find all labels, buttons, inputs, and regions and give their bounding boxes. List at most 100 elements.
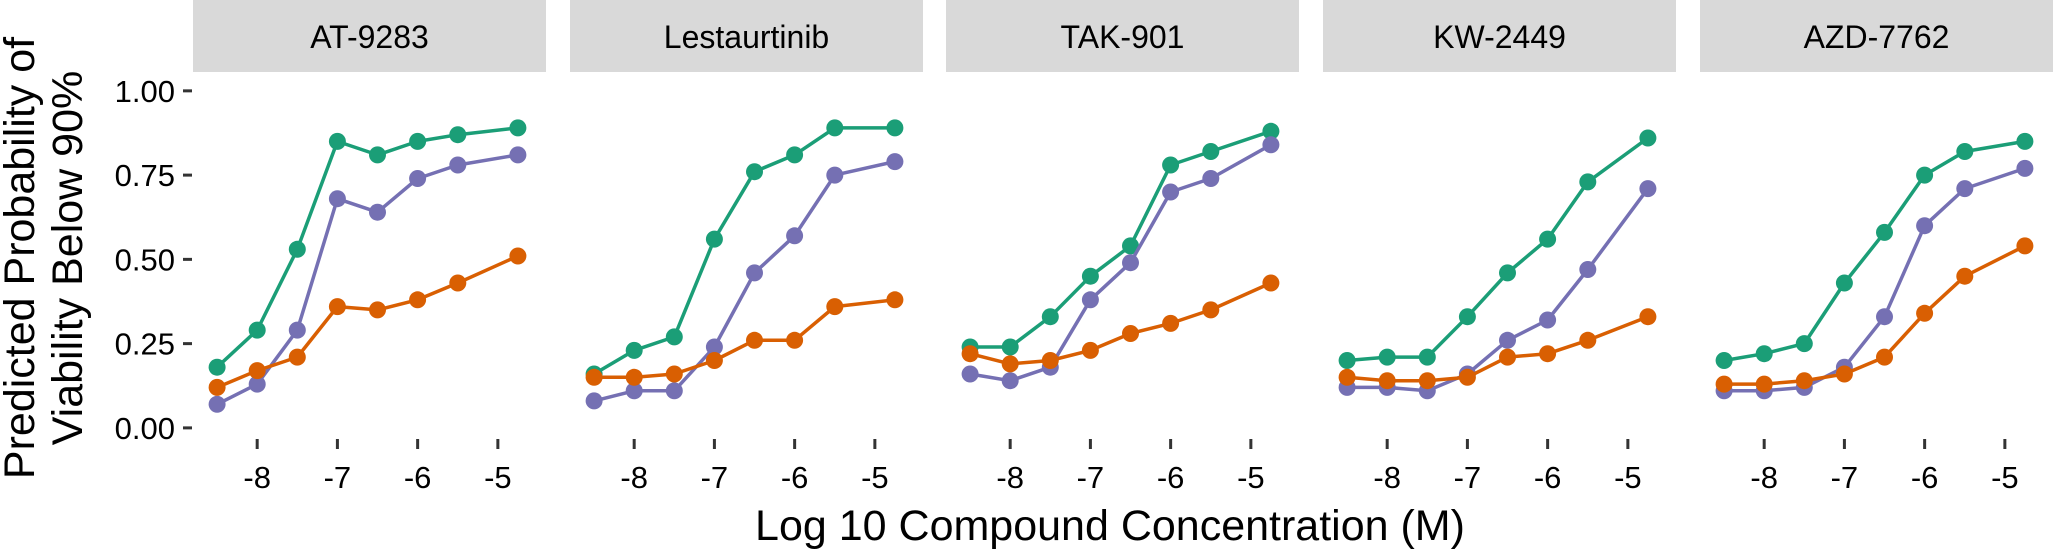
x-tick-label: -7 [1454, 460, 1482, 495]
data-point [1001, 338, 1019, 356]
data-point [746, 163, 763, 181]
x-tick-label: -7 [701, 460, 729, 495]
data-point [449, 156, 467, 174]
data-point [1499, 331, 1516, 349]
data-point [1715, 352, 1733, 369]
data-point [1916, 166, 1934, 184]
data-point [1458, 368, 1476, 386]
facet-panel: TAK-901 -8 -7 -6 -5 [946, 0, 1299, 495]
data-point [288, 348, 306, 366]
data-point [409, 291, 427, 309]
data-point [665, 382, 683, 400]
data-point [208, 358, 226, 376]
data-point [826, 119, 844, 137]
data-point [1579, 261, 1597, 278]
data-point [786, 146, 804, 164]
data-point [248, 375, 266, 393]
data-point [409, 132, 427, 150]
data-point [1418, 348, 1436, 366]
data-point [585, 368, 603, 386]
data-point [1755, 375, 1773, 393]
data-point [1639, 129, 1657, 147]
data-point [1876, 308, 1893, 326]
data-point [1579, 331, 1597, 349]
y-tick-label: 0.75 [115, 158, 175, 193]
x-axis-title: Log 10 Compound Concentration (M) [755, 502, 1465, 550]
y-axis-title-line-2: Viability Below 90% [44, 71, 92, 445]
x-tick-label: -5 [861, 460, 889, 495]
data-point [1499, 348, 1516, 366]
data-point [585, 392, 603, 410]
facet-panel: KW-2449 -8 -7 -6 -5 [1323, 0, 1676, 495]
data-point [886, 153, 904, 171]
data-point [826, 166, 844, 184]
x-tick-label: -6 [781, 460, 809, 495]
data-point [1262, 274, 1280, 292]
data-point [1499, 264, 1516, 282]
data-point [509, 146, 527, 164]
data-point [1262, 136, 1280, 154]
facet-title: KW-2449 [1433, 19, 1566, 55]
data-point [1262, 122, 1280, 140]
data-point [625, 341, 643, 359]
data-point [1202, 170, 1220, 187]
data-point [1916, 217, 1934, 235]
data-point [786, 227, 804, 245]
data-point [705, 352, 723, 369]
data-point [2016, 159, 2034, 177]
data-point [1122, 325, 1139, 342]
x-tick-label: -5 [1614, 460, 1642, 495]
data-point [886, 119, 904, 137]
data-point [1041, 352, 1059, 369]
data-point [248, 362, 266, 380]
data-point [1001, 355, 1019, 373]
facet-title: Lestaurtinib [664, 19, 829, 55]
y-tick-label: 1.00 [115, 74, 175, 109]
data-point [509, 247, 527, 265]
data-point [961, 365, 979, 383]
data-point [1162, 314, 1180, 332]
data-point [1916, 304, 1934, 322]
data-point [1835, 365, 1853, 383]
data-point [1458, 308, 1476, 326]
x-tick-label: -5 [1991, 460, 2019, 495]
data-point [1418, 372, 1436, 390]
data-point [625, 368, 643, 386]
x-tick-label: -8 [1750, 460, 1778, 495]
series-line [594, 298, 896, 380]
facet-strip [1700, 0, 2053, 72]
data-point [1202, 301, 1220, 319]
x-tick-label: -6 [1534, 460, 1562, 495]
facet-panel: AZD-7762 -8 -7 -6 -5 [1700, 0, 2053, 495]
facet-title: TAK-901 [1061, 19, 1185, 55]
data-point [369, 301, 386, 319]
series-line [970, 129, 1272, 349]
data-point [786, 331, 804, 349]
data-point [2016, 237, 2034, 255]
data-point [288, 240, 306, 258]
data-point [1539, 311, 1557, 329]
data-point [1001, 372, 1019, 390]
x-tick-label: -6 [404, 460, 432, 495]
x-tick-label: -7 [1077, 460, 1105, 495]
x-tick-label: -7 [1831, 460, 1859, 495]
x-tick-label: -8 [1373, 460, 1401, 495]
data-point [1876, 348, 1893, 366]
data-point [665, 365, 683, 383]
data-point [1081, 267, 1099, 285]
data-point [1715, 375, 1733, 393]
facet-strip [1323, 0, 1676, 72]
data-point [1081, 341, 1099, 359]
x-tick-label: -6 [1157, 460, 1185, 495]
data-point [1378, 348, 1396, 366]
facet-title: AZD-7762 [1804, 19, 1950, 55]
series-line [593, 126, 895, 376]
data-point [1338, 352, 1356, 369]
y-tick-label: 0.50 [115, 242, 175, 277]
data-point [1639, 308, 1657, 326]
data-point [1378, 372, 1396, 390]
data-point [1122, 254, 1139, 272]
